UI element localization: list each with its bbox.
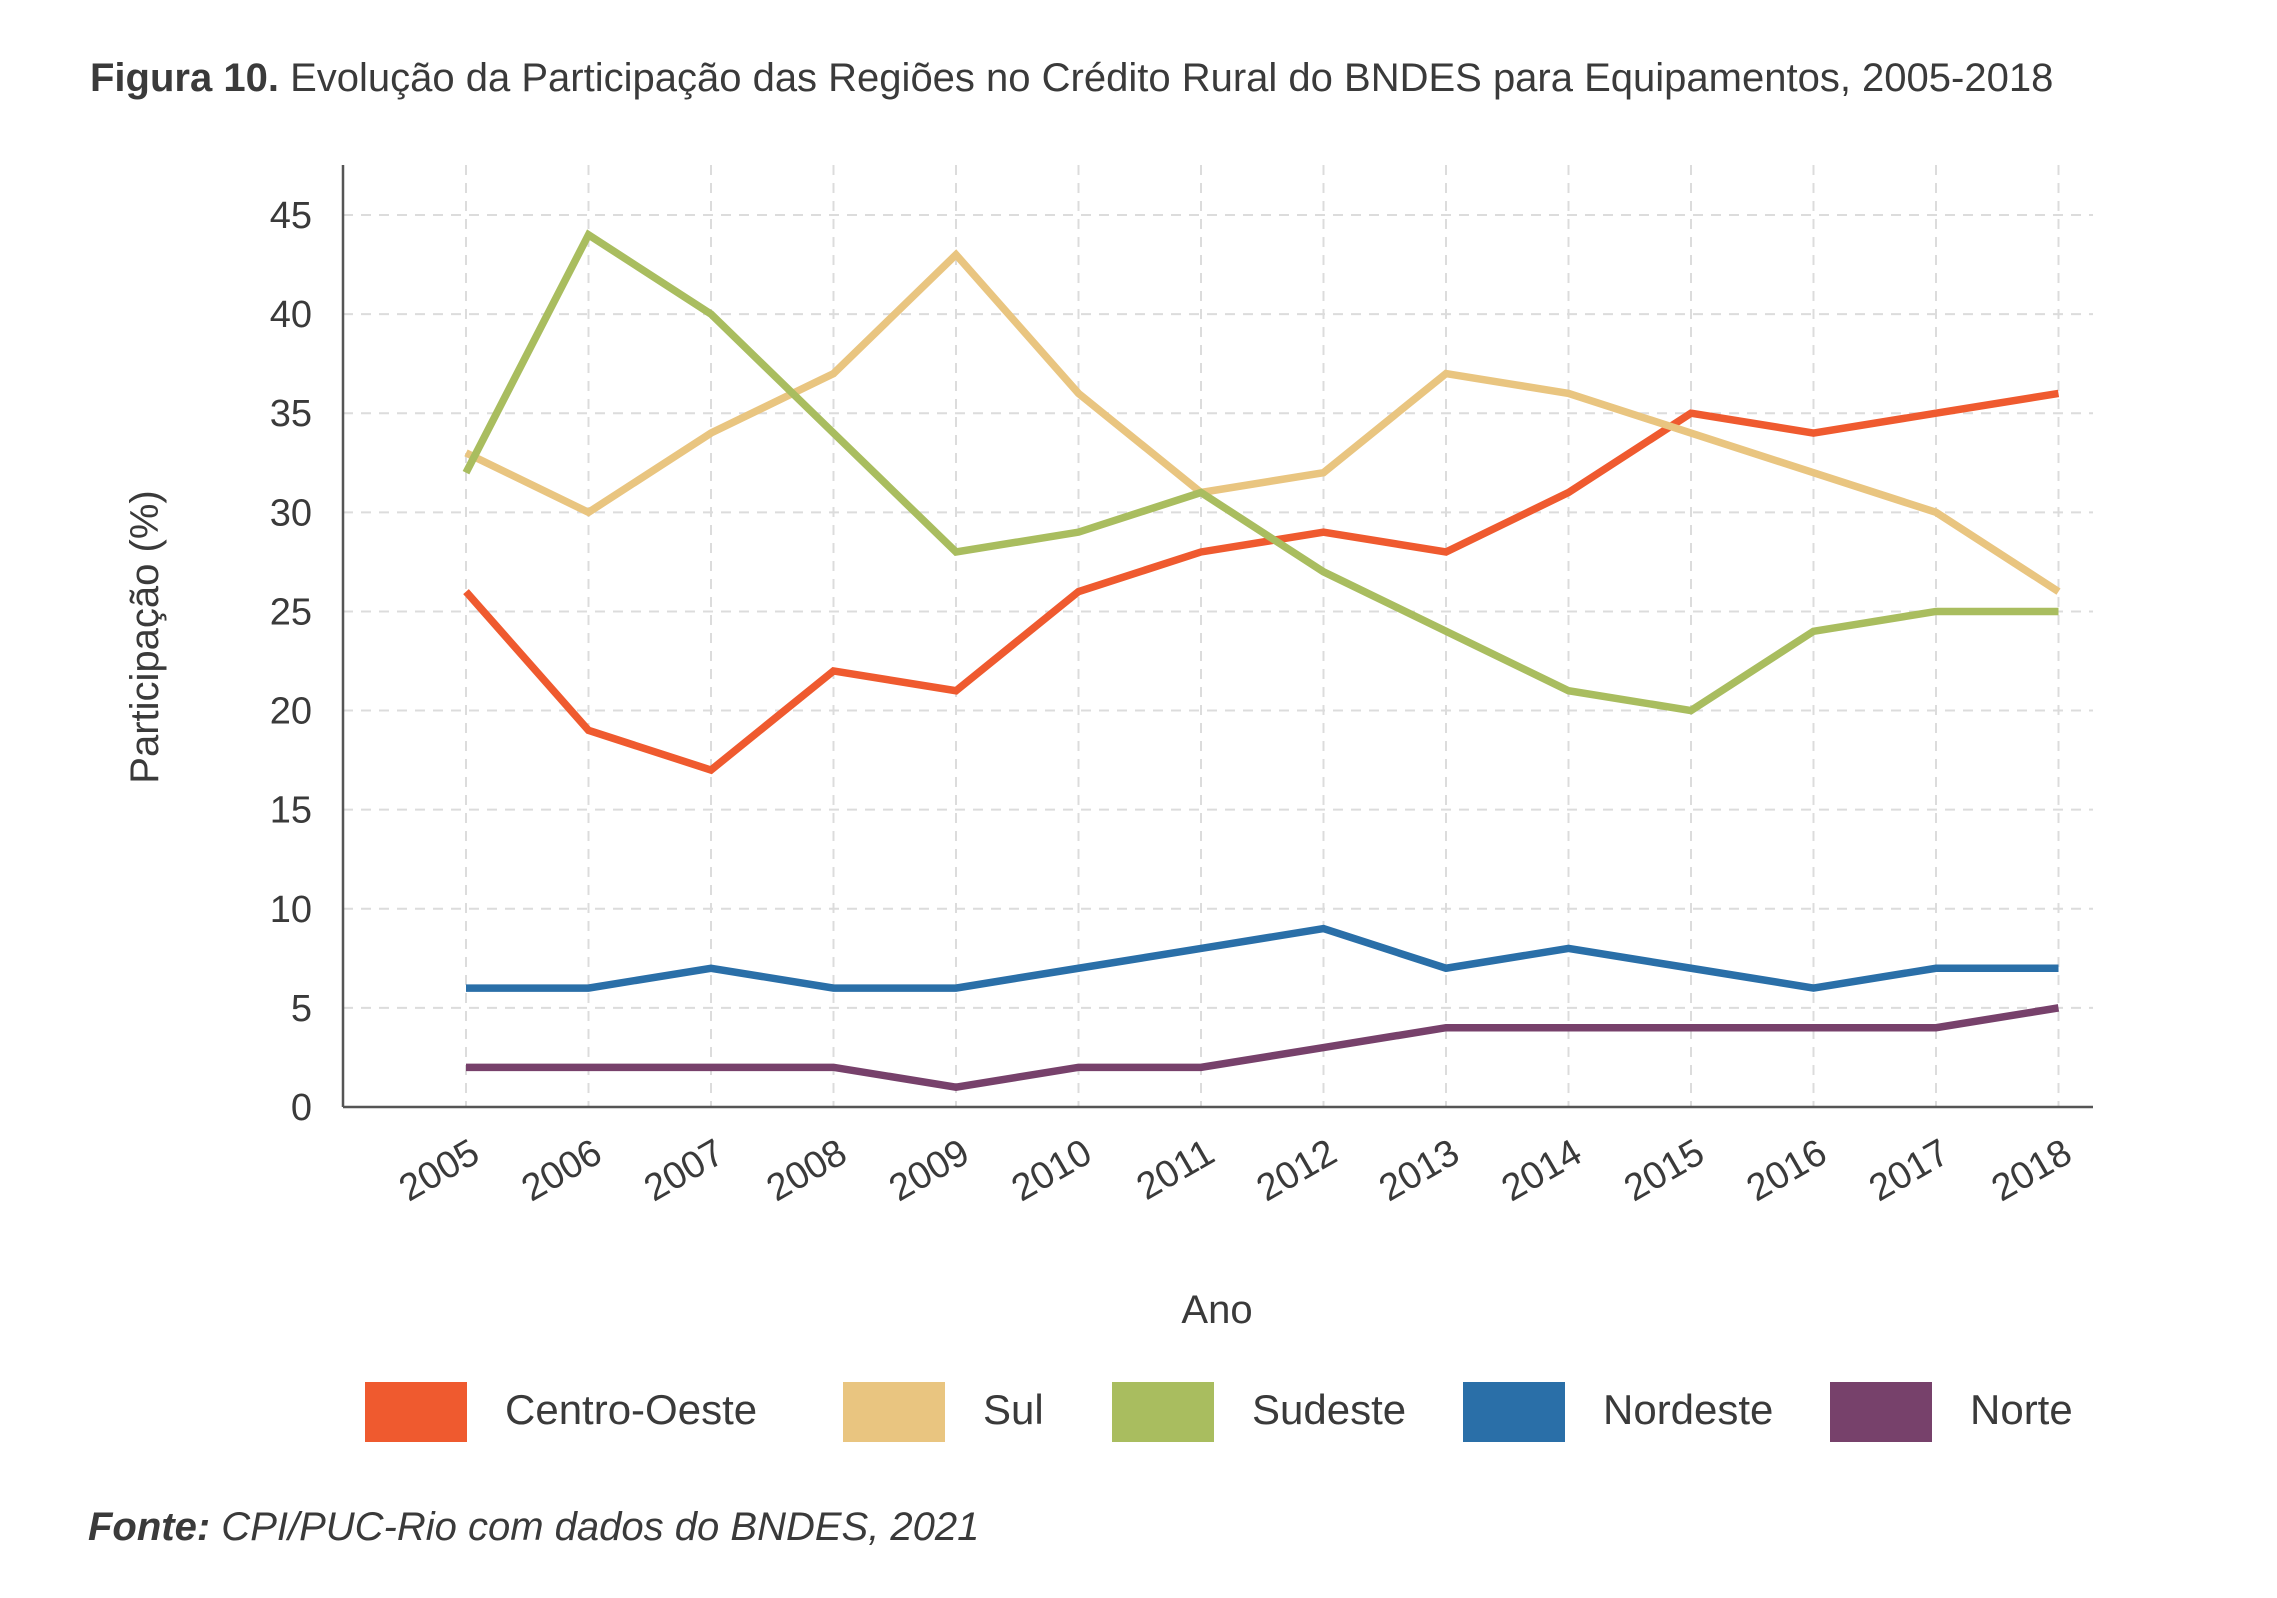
y-tick-label: 25 (270, 591, 312, 633)
y-tick-label: 20 (270, 691, 312, 733)
legend: Centro-Oeste Sul Sudeste Nordeste Norte (0, 1382, 2277, 1452)
x-tick-label: 2008 (760, 1131, 854, 1210)
x-axis-label: Ano (1181, 1288, 1252, 1332)
x-tick-label: 2012 (1250, 1131, 1344, 1210)
x-tick-label: 2015 (1617, 1131, 1711, 1210)
x-tick-label: 2017 (1862, 1131, 1956, 1210)
y-tick-label: 35 (270, 393, 312, 435)
series-line-centro-oeste (463, 389, 2060, 775)
x-tick-label: 2009 (882, 1131, 976, 1210)
legend-swatch (1463, 1382, 1565, 1442)
x-tick-label: 2018 (1985, 1131, 2079, 1210)
x-tick-label: 2013 (1372, 1131, 1466, 1210)
figure-title: Figura 10. Evolução da Participação das … (90, 56, 2053, 101)
axes (341, 165, 2093, 1109)
x-tick-label: 2007 (637, 1131, 731, 1210)
y-tick-label: 40 (270, 294, 312, 336)
legend-swatch (365, 1382, 467, 1442)
x-tick-label: 2006 (515, 1131, 609, 1210)
series-line-norte (466, 1004, 2060, 1091)
y-tick-label: 15 (270, 790, 312, 832)
y-tick-label: 45 (270, 195, 312, 237)
x-tick-label: 2011 (1130, 1131, 1222, 1208)
legend-label: Sul (983, 1386, 1044, 1433)
y-tick-labels: 0 5 10 15 20 25 30 35 40 45 (270, 195, 312, 1129)
y-tick-label: 0 (291, 1087, 312, 1129)
legend-swatch (843, 1382, 945, 1442)
series-line-sul (464, 249, 2061, 595)
source-text: CPI/PUC-Rio com dados do BNDES, 2021 (210, 1505, 980, 1549)
x-tick-label: 2016 (1740, 1131, 1834, 1210)
source-note: Fonte: CPI/PUC-Rio com dados do BNDES, 2… (88, 1505, 979, 1550)
legend-label: Nordeste (1603, 1386, 1774, 1433)
series-line-nordeste (466, 924, 2059, 992)
y-tick-label: 30 (270, 492, 312, 534)
x-tick-label: 2014 (1495, 1131, 1589, 1210)
figure-title-text: Evolução da Participação das Regiões no … (278, 56, 2054, 100)
x-tick-label: 2005 (392, 1131, 486, 1210)
legend-label: Norte (1970, 1386, 2073, 1433)
y-axis-label: Participação (%) (123, 490, 167, 783)
y-tick-label: 10 (270, 889, 312, 931)
legend-label: Centro-Oeste (505, 1386, 758, 1433)
grid (343, 165, 2093, 1107)
x-tick-labels: 2005 2006 2007 2008 2009 2010 2011 2012 2013 2014… (392, 1131, 2079, 1210)
figure-title-prefix: Figura 10. (90, 56, 279, 100)
series-line-sudeste (462, 229, 2059, 715)
legend-swatch (1830, 1382, 1932, 1442)
x-tick-label: 2010 (1005, 1131, 1099, 1210)
legend-label: Sudeste (1252, 1386, 1407, 1433)
series-lines (462, 229, 2061, 1091)
source-prefix: Fonte: (88, 1505, 211, 1549)
y-tick-label: 5 (291, 988, 312, 1030)
legend-swatch (1112, 1382, 1214, 1442)
